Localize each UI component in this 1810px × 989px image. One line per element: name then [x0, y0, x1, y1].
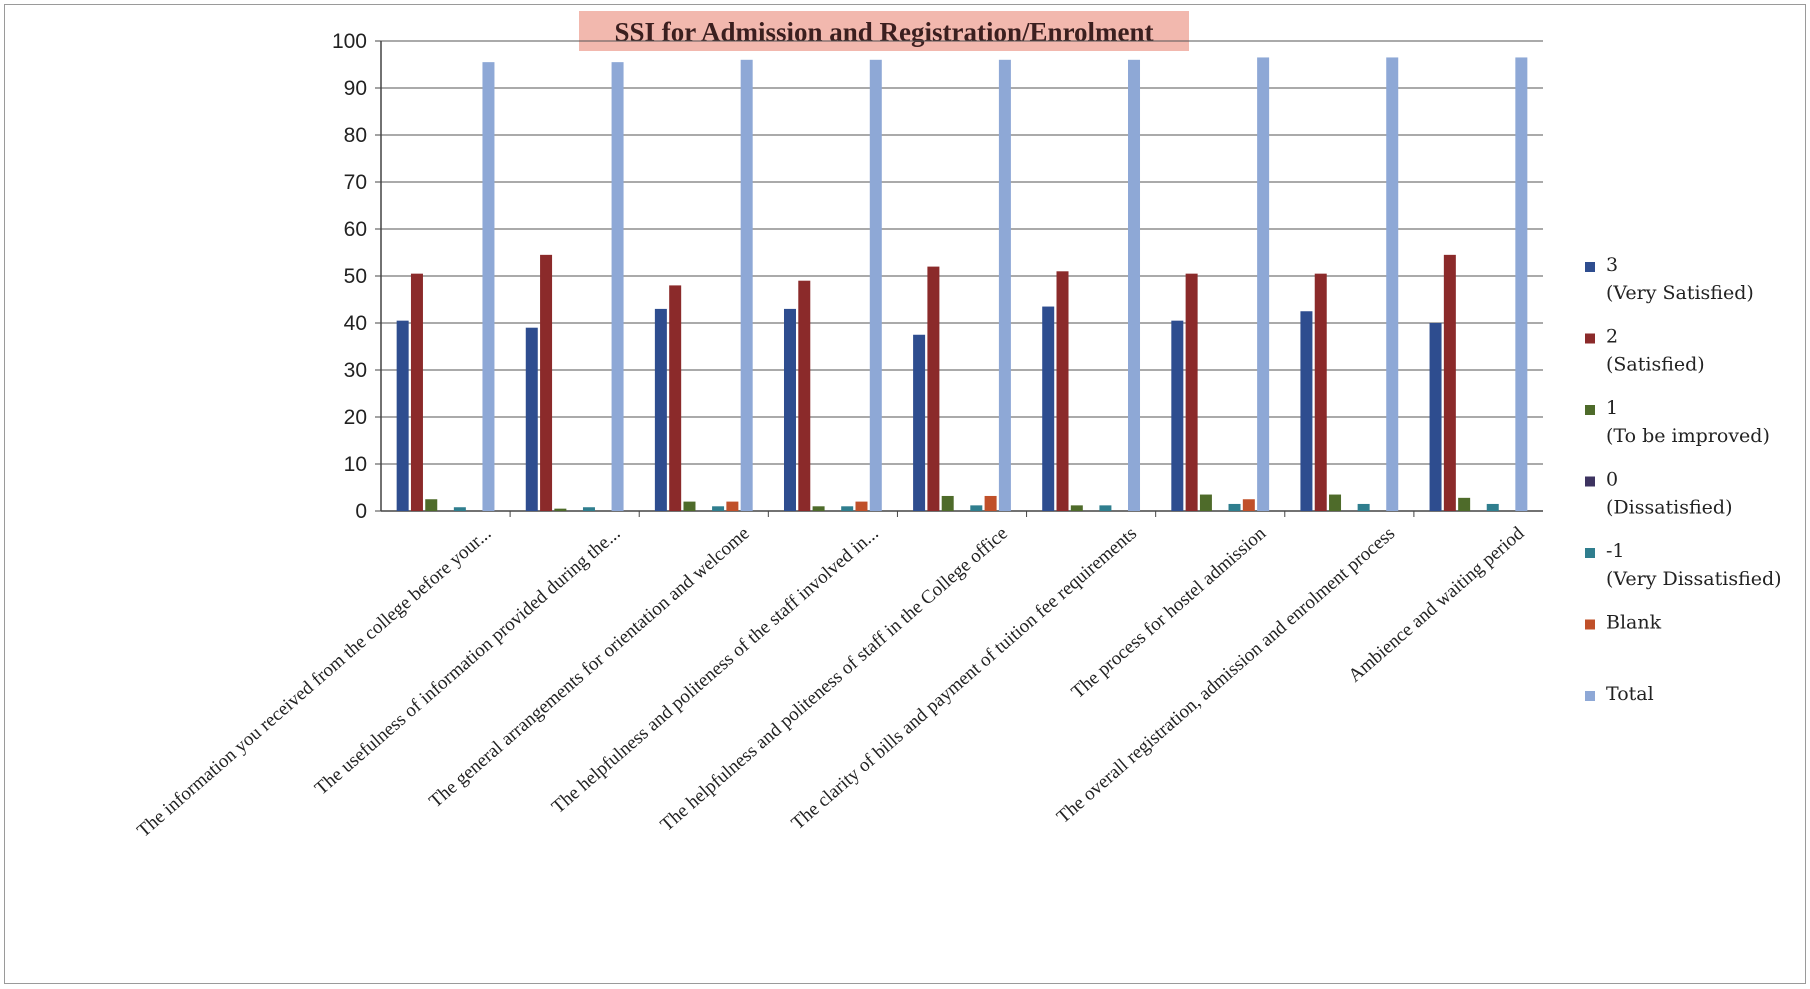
legend-swatch: [1585, 476, 1595, 487]
category-labels: The information you received from the co…: [133, 523, 1528, 842]
bar: [740, 59, 753, 512]
bar: [1228, 503, 1241, 511]
y-tick-label: 0: [355, 500, 367, 523]
legend-label: (Dissatisfied): [1606, 497, 1733, 519]
axes: 0 10 20 30 40 50 60 70 80 90 100: [332, 30, 1543, 523]
legend-label: 2: [1606, 326, 1618, 348]
bar: [726, 501, 739, 511]
bar: [941, 495, 954, 511]
bar: [1099, 505, 1112, 511]
legend-label: 0: [1606, 469, 1618, 491]
legend-swatch: [1585, 548, 1595, 558]
bar: [654, 308, 667, 511]
legend-label: (Satisfied): [1606, 354, 1705, 376]
legend-swatch: [1585, 691, 1595, 701]
legend-swatch: [1585, 619, 1595, 630]
bar: [869, 59, 882, 512]
legend-label: 1: [1606, 397, 1618, 419]
bar: [1314, 273, 1327, 511]
legend-label: (Very Satisfied): [1606, 282, 1754, 304]
legend-swatch: [1585, 333, 1595, 344]
bar: [1242, 499, 1255, 511]
chart-svg: SSI for Admission and Registration/Enrol…: [133, 11, 1782, 842]
y-tick-label: 20: [344, 406, 367, 429]
bar: [425, 499, 438, 511]
legend-label: Blank: [1606, 612, 1662, 634]
legend-label: (To be improved): [1606, 425, 1770, 447]
bar: [1171, 320, 1184, 511]
bar: [1386, 57, 1399, 511]
bar: [482, 62, 495, 512]
bar: [1329, 494, 1342, 511]
legend: 3 (Very Satisfied) 2 (Satisfied) 1 (To be imp…: [1585, 254, 1782, 705]
bar: [783, 308, 796, 511]
y-tick-label: 80: [344, 124, 367, 147]
bar: [540, 254, 553, 511]
bar: [984, 495, 997, 511]
bar: [798, 280, 811, 511]
bar: [1429, 323, 1442, 511]
bar: [970, 505, 983, 511]
category-label: The usefulness of information provided d…: [311, 523, 625, 800]
legend-label: (Very Dissatisfied): [1606, 568, 1782, 590]
bar: [1070, 505, 1083, 511]
y-tick-label: 30: [344, 359, 367, 382]
chart-frame: SSI for Admission and Registration/Enrol…: [4, 4, 1806, 984]
bar: [841, 506, 854, 511]
bar: [1443, 254, 1456, 511]
bar: [1300, 311, 1313, 511]
bar: [998, 59, 1011, 512]
bar: [855, 501, 868, 511]
bar: [1458, 497, 1471, 511]
y-tick-label: 100: [332, 30, 367, 53]
bar: [683, 501, 696, 511]
y-tick-label: 70: [344, 171, 367, 194]
bar: [1357, 503, 1370, 511]
bar: [913, 334, 926, 511]
bar: [927, 266, 940, 511]
bar: [812, 506, 825, 511]
bar: [1486, 503, 1499, 511]
bar: [554, 508, 567, 511]
bar: [582, 507, 595, 511]
y-tick-label: 90: [344, 77, 367, 100]
bar: [1042, 306, 1055, 511]
bar: [1185, 273, 1198, 511]
legend-label: 3: [1606, 254, 1618, 276]
bar: [1515, 57, 1528, 511]
chart-title-background: [579, 11, 1189, 51]
bars: [396, 57, 1528, 512]
bar: [453, 507, 466, 511]
bar: [669, 285, 682, 511]
bar: [410, 273, 423, 511]
legend-swatch: [1585, 262, 1595, 272]
bar: [1056, 271, 1069, 511]
bar: [525, 327, 538, 511]
legend-swatch: [1585, 405, 1595, 415]
gridlines: [381, 40, 1543, 465]
bar: [611, 62, 624, 512]
chart-title: SSI for Admission and Registration/Enrol…: [614, 17, 1153, 47]
bar: [1257, 57, 1270, 511]
y-tick-label: 10: [344, 453, 367, 476]
y-tick-label: 60: [344, 218, 367, 241]
bar: [396, 320, 409, 511]
bar: [712, 506, 725, 511]
legend-label: -1: [1606, 540, 1625, 562]
bar: [1128, 59, 1141, 512]
bar: [1199, 494, 1212, 511]
legend-label: Total: [1606, 683, 1654, 705]
y-tick-label: 40: [344, 312, 367, 335]
y-tick-label: 50: [344, 265, 367, 288]
